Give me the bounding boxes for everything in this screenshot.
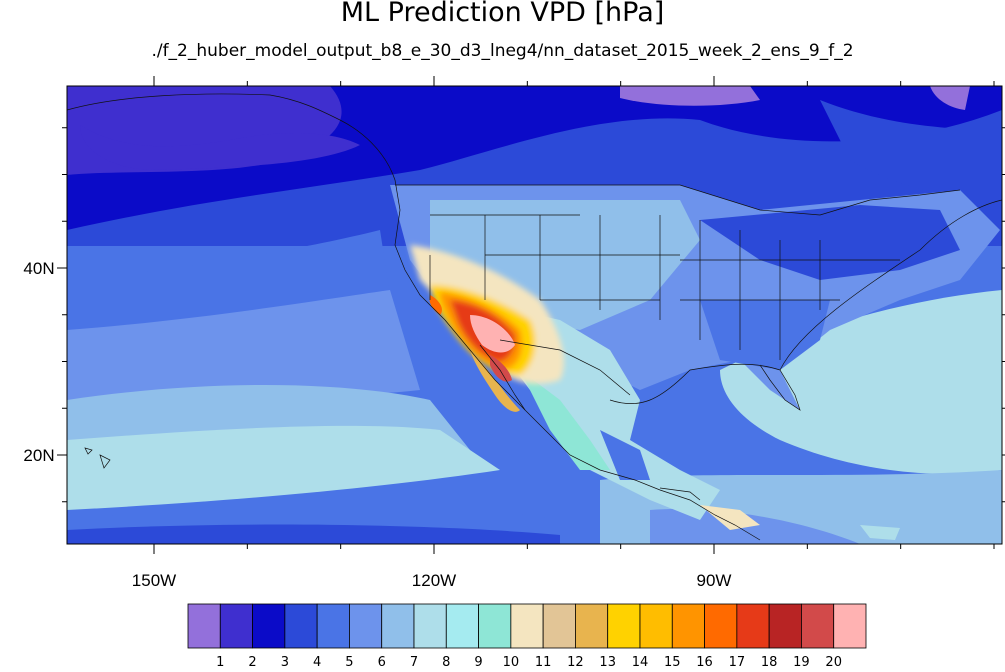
lat-tick-label: 40N (23, 259, 54, 278)
colorbar-swatch (639, 603, 673, 649)
colorbar-level-label: 13 (599, 655, 616, 670)
colorbar-swatch (381, 603, 415, 649)
colorbar-swatch (833, 603, 867, 649)
colorbar (187, 603, 867, 649)
coastline-and-borders (67, 93, 1002, 541)
colorbar-level-label: 18 (760, 655, 778, 670)
colorbar-swatch (607, 603, 641, 649)
colorbar-swatch (252, 603, 286, 649)
colorbar-level-label: 5 (345, 655, 354, 670)
lon-tick-label: 90W (697, 571, 732, 590)
colorbar-level-label: 17 (728, 655, 746, 670)
colorbar-swatch (736, 603, 770, 649)
colorbar-swatch (445, 603, 479, 649)
colorbar-level-label: 6 (377, 655, 386, 670)
vpd-filled-contours (67, 86, 1002, 544)
colorbar-swatch (478, 603, 512, 649)
map-tick-labels: 150W 120W 90W 20N 40N (23, 259, 731, 590)
colorbar-level-label: 20 (825, 655, 842, 670)
colorbar-level-label: 16 (696, 655, 713, 670)
colorbar-level-label: 1 (216, 655, 225, 670)
colorbar-swatch (671, 603, 705, 649)
lat-tick-label: 20N (23, 446, 54, 465)
colorbar-level-label: 9 (474, 655, 483, 670)
colorbar-swatch (575, 603, 609, 649)
colorbar-swatch (284, 603, 318, 649)
map-subtitle: ./f_2_huber_model_output_b8_e_30_d3_lneg… (151, 41, 854, 61)
colorbar-swatch (187, 603, 221, 649)
colorbar-level-label: 10 (502, 655, 520, 670)
map-title: ML Prediction VPD [hPa] (340, 0, 665, 28)
colorbar-level-label: 12 (567, 655, 584, 670)
map-ticks (57, 76, 1005, 554)
colorbar-level-label: 2 (248, 655, 257, 670)
colorbar-level-label: 15 (664, 655, 681, 670)
colorbar-level-label: 7 (409, 655, 419, 670)
colorbar-level-label: 19 (793, 655, 810, 670)
colorbar-level-label: 8 (442, 655, 451, 670)
colorbar-level-label: 4 (313, 655, 322, 670)
lon-tick-label: 120W (412, 571, 456, 590)
colorbar-swatch (219, 603, 253, 649)
colorbar-swatch (510, 603, 544, 649)
lon-tick-label: 150W (132, 571, 176, 590)
colorbar-swatch (316, 603, 350, 649)
colorbar-swatch (349, 603, 383, 649)
colorbar-level-label: 3 (280, 655, 289, 670)
colorbar-swatch (542, 603, 576, 649)
colorbar-swatch (413, 603, 447, 649)
colorbar-swatch (801, 603, 835, 649)
colorbar-swatch (704, 603, 738, 649)
colorbar-level-label: 11 (534, 655, 552, 670)
colorbar-swatch (768, 603, 802, 649)
colorbar-level-label: 14 (631, 655, 649, 670)
